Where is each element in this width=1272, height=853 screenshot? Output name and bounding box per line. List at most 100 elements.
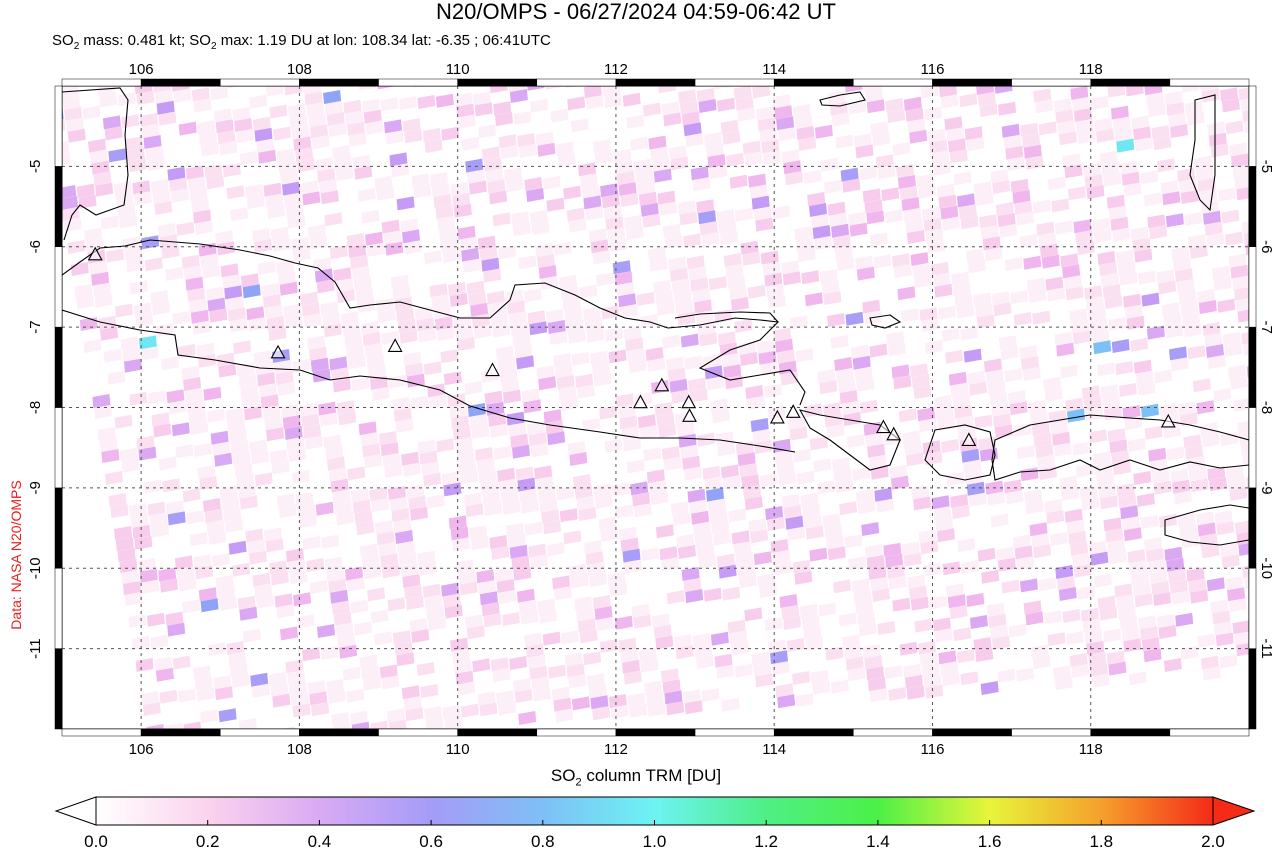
colorbar-title: SO2 column TRM [DU] (0, 766, 1272, 788)
so2-pixel (744, 607, 763, 622)
so2-pixel (1096, 473, 1115, 488)
so2-pixel (853, 589, 872, 604)
so2-pixel (1140, 170, 1159, 185)
so2-pixel (1077, 585, 1096, 600)
so2-pixel (304, 91, 323, 106)
so2-pixel (626, 114, 645, 129)
so2-pixel (966, 248, 984, 263)
so2-pixel (1229, 487, 1248, 501)
so2-pixel (318, 401, 336, 416)
so2-pixel (1228, 364, 1247, 379)
so2-pixel (1089, 429, 1108, 444)
so2-pixel (855, 600, 874, 615)
so2-pixel (1162, 191, 1181, 206)
so2-pixel (226, 641, 245, 655)
so2-pixel (450, 637, 469, 652)
so2-pixel (755, 217, 774, 232)
so2-pixel (172, 311, 191, 325)
so2-pixel (931, 495, 950, 510)
so2-pixel (635, 169, 654, 184)
so2-pixel (661, 101, 680, 116)
so2-pixel (146, 612, 165, 627)
so2-pixel (775, 683, 794, 698)
so2-pixel (225, 518, 243, 533)
so2-pixel (1177, 512, 1196, 527)
so2-pixel (332, 145, 351, 159)
so2-pixel (246, 306, 265, 321)
so2-pixel (439, 227, 457, 241)
so2-pixel (802, 503, 821, 518)
so2-pixel (194, 676, 213, 691)
so2-pixel (949, 605, 968, 620)
so2-pixel (207, 408, 225, 423)
frame-bar-bottom (536, 728, 617, 737)
so2-pixel (489, 190, 508, 205)
so2-pixel (1254, 296, 1272, 310)
so2-pixel (424, 139, 443, 153)
so2-pixel (1189, 245, 1208, 259)
so2-pixel (569, 452, 588, 466)
so2-pixel (181, 254, 200, 269)
so2-pixel (336, 511, 354, 526)
so2-pixel (374, 520, 393, 535)
so2-pixel (519, 488, 538, 503)
so2-pixel (452, 192, 471, 207)
so2-pixel (230, 440, 249, 455)
so2-pixel (1233, 398, 1249, 412)
so2-pixel (709, 509, 728, 524)
so2-pixel (857, 611, 876, 626)
so2-pixel (1180, 301, 1199, 316)
so2-pixel (1168, 568, 1186, 583)
so2-pixel (453, 659, 472, 674)
so2-pixel (115, 537, 134, 551)
so2-pixel (454, 92, 473, 107)
so2-pixel (1092, 451, 1111, 466)
so2-pixel (987, 380, 1006, 395)
so2-pixel (1007, 390, 1026, 405)
so2-pixel (332, 378, 351, 393)
so2-pixel (757, 573, 776, 588)
so2-pixel (291, 470, 310, 484)
so2-pixel (252, 228, 271, 242)
so2-pixel (527, 86, 545, 91)
so2-pixel (693, 66, 711, 80)
so2-pixel (505, 56, 523, 70)
so2-pixel (366, 354, 385, 368)
so2-pixel (388, 374, 407, 389)
so2-pixel (683, 466, 702, 481)
so2-pixel (89, 149, 108, 164)
so2-pixel (270, 682, 289, 697)
so2-pixel (355, 288, 374, 302)
so2-pixel (675, 300, 694, 315)
so2-pixel (986, 602, 1005, 617)
so2-pixel (952, 282, 971, 297)
so2-pixel (683, 233, 702, 248)
so2-pixel (906, 685, 925, 700)
so2-pixel (1224, 342, 1243, 357)
so2-pixel (396, 652, 415, 667)
so2-pixel (865, 88, 883, 103)
so2-pixel (591, 361, 610, 376)
so2-pixel (420, 684, 439, 698)
so2-pixel (952, 393, 971, 408)
so2-pixel (1189, 12, 1207, 26)
so2-pixel (435, 205, 454, 219)
so2-pixel (1227, 587, 1246, 602)
so2-pixel (486, 290, 505, 305)
so2-pixel (505, 178, 524, 193)
so2-pixel (638, 191, 657, 206)
so2-pixel (1256, 307, 1272, 321)
so2-pixel (950, 494, 969, 508)
so2-pixel (628, 359, 647, 374)
so2-pixel (681, 111, 700, 126)
so2-pixel (242, 284, 261, 299)
so2-pixel (920, 86, 939, 99)
so2-pixel (1260, 218, 1272, 232)
so2-pixel (299, 402, 318, 417)
so2-pixel (670, 156, 689, 171)
so2-pixel (1087, 307, 1106, 322)
so2-pixel (65, 117, 84, 132)
so2-pixel (284, 86, 303, 96)
so2-pixel (155, 667, 174, 682)
so2-pixel (210, 430, 229, 445)
